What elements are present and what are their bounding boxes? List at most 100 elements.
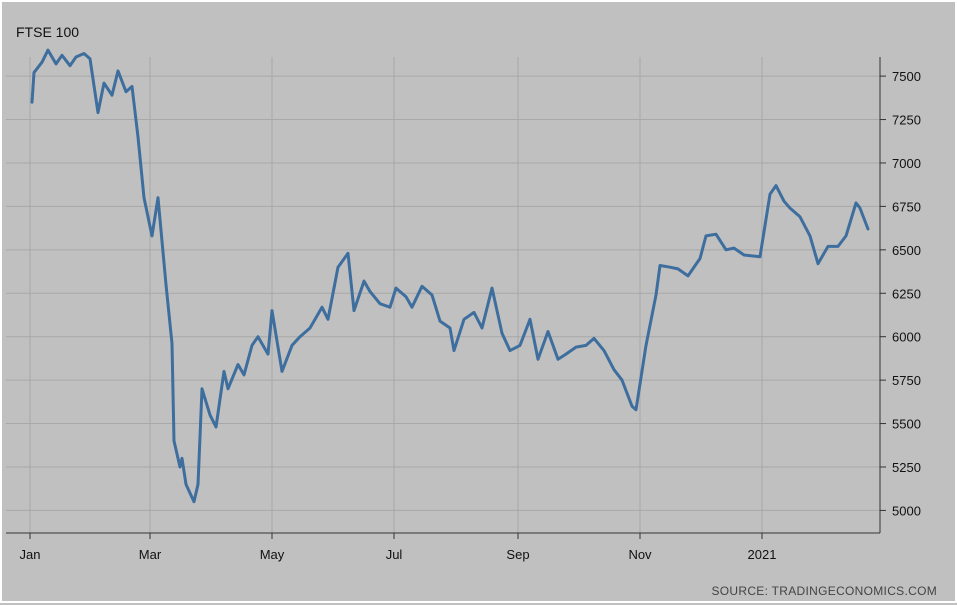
- data-point: [635, 409, 637, 411]
- data-point: [575, 346, 577, 348]
- data-point: [859, 207, 861, 209]
- data-point: [227, 388, 229, 390]
- data-point: [281, 370, 283, 372]
- data-point: [867, 228, 869, 230]
- data-point: [687, 275, 689, 277]
- data-point: [565, 353, 567, 355]
- series-line: [30, 48, 870, 504]
- data-point: [677, 268, 679, 270]
- data-point: [699, 257, 701, 260]
- data-point: [659, 264, 661, 267]
- data-point: [243, 374, 245, 376]
- data-point: [743, 254, 745, 256]
- data-point: [715, 233, 717, 235]
- y-tick-label: 7000: [892, 156, 921, 171]
- y-tick-label: 6000: [892, 330, 921, 345]
- data-point: [337, 266, 339, 268]
- data-point: [97, 112, 99, 114]
- data-point: [125, 91, 127, 93]
- data-point: [271, 310, 273, 312]
- data-point: [645, 344, 647, 346]
- data-point: [509, 350, 511, 352]
- data-point: [363, 280, 365, 282]
- data-point: [621, 379, 623, 381]
- y-tick-label: 6500: [892, 243, 921, 258]
- data-point: [759, 256, 761, 258]
- data-point: [733, 247, 735, 249]
- x-tick-label: 2021: [748, 547, 777, 562]
- y-tick-label: 5250: [892, 460, 921, 475]
- data-point: [389, 306, 391, 308]
- data-point: [179, 466, 181, 468]
- y-tick-label: 7250: [892, 113, 921, 128]
- data-point: [411, 306, 413, 308]
- data-point: [431, 294, 433, 296]
- data-point: [603, 350, 605, 352]
- data-point: [379, 303, 381, 305]
- data-point: [655, 294, 657, 296]
- data-point: [439, 320, 441, 322]
- data-point: [405, 296, 407, 298]
- data-point: [775, 185, 777, 187]
- data-point: [837, 245, 839, 247]
- data-point: [75, 56, 77, 58]
- y-tick-label: 6750: [892, 199, 921, 214]
- x-tick-label: May: [260, 547, 285, 562]
- data-point: [223, 370, 225, 372]
- data-point: [817, 263, 819, 265]
- y-tick-label: 5000: [892, 503, 921, 518]
- data-point: [321, 306, 323, 308]
- data-point: [31, 101, 33, 103]
- data-point: [669, 266, 671, 268]
- data-point: [215, 426, 217, 428]
- data-point: [593, 337, 595, 339]
- data-point: [237, 363, 239, 366]
- data-point: [809, 235, 811, 237]
- data-point: [613, 369, 615, 371]
- chart-title: FTSE 100: [16, 24, 80, 40]
- data-point: [529, 318, 531, 320]
- data-point: [193, 501, 195, 503]
- data-point: [171, 343, 173, 345]
- data-point: [47, 49, 49, 51]
- data-point: [197, 483, 199, 485]
- data-point: [257, 336, 259, 338]
- data-point: [89, 58, 91, 60]
- data-point: [131, 85, 133, 88]
- x-tick-label: Nov: [628, 547, 652, 562]
- data-point: [395, 287, 397, 289]
- y-tick-label: 6250: [892, 286, 921, 301]
- data-point: [347, 252, 349, 254]
- data-point: [61, 54, 63, 56]
- data-point: [173, 440, 175, 442]
- data-point: [201, 388, 203, 390]
- data-point: [855, 202, 857, 204]
- data-point: [547, 330, 549, 333]
- data-point: [209, 414, 211, 416]
- data-point: [309, 327, 311, 329]
- data-point: [463, 318, 465, 320]
- data-point: [55, 63, 57, 65]
- data-point: [137, 136, 139, 138]
- data-point: [117, 70, 119, 72]
- data-point: [769, 193, 771, 195]
- data-point: [585, 344, 587, 346]
- data-point: [537, 358, 539, 360]
- data-point: [267, 353, 269, 355]
- y-tick-label: 5500: [892, 417, 921, 432]
- data-point: [799, 216, 801, 218]
- data-point: [151, 235, 153, 237]
- data-point: [845, 235, 847, 237]
- x-tick-label: Jan: [20, 547, 41, 562]
- x-tick-label: Sep: [506, 547, 529, 562]
- source-label: SOURCE: TRADINGECONOMICS.COM: [711, 584, 937, 598]
- data-point: [83, 52, 85, 55]
- data-point: [557, 358, 559, 360]
- y-tick-label: 7500: [892, 69, 921, 84]
- data-point: [103, 82, 105, 84]
- data-point: [449, 327, 451, 329]
- data-point: [725, 249, 727, 251]
- data-point: [181, 457, 183, 459]
